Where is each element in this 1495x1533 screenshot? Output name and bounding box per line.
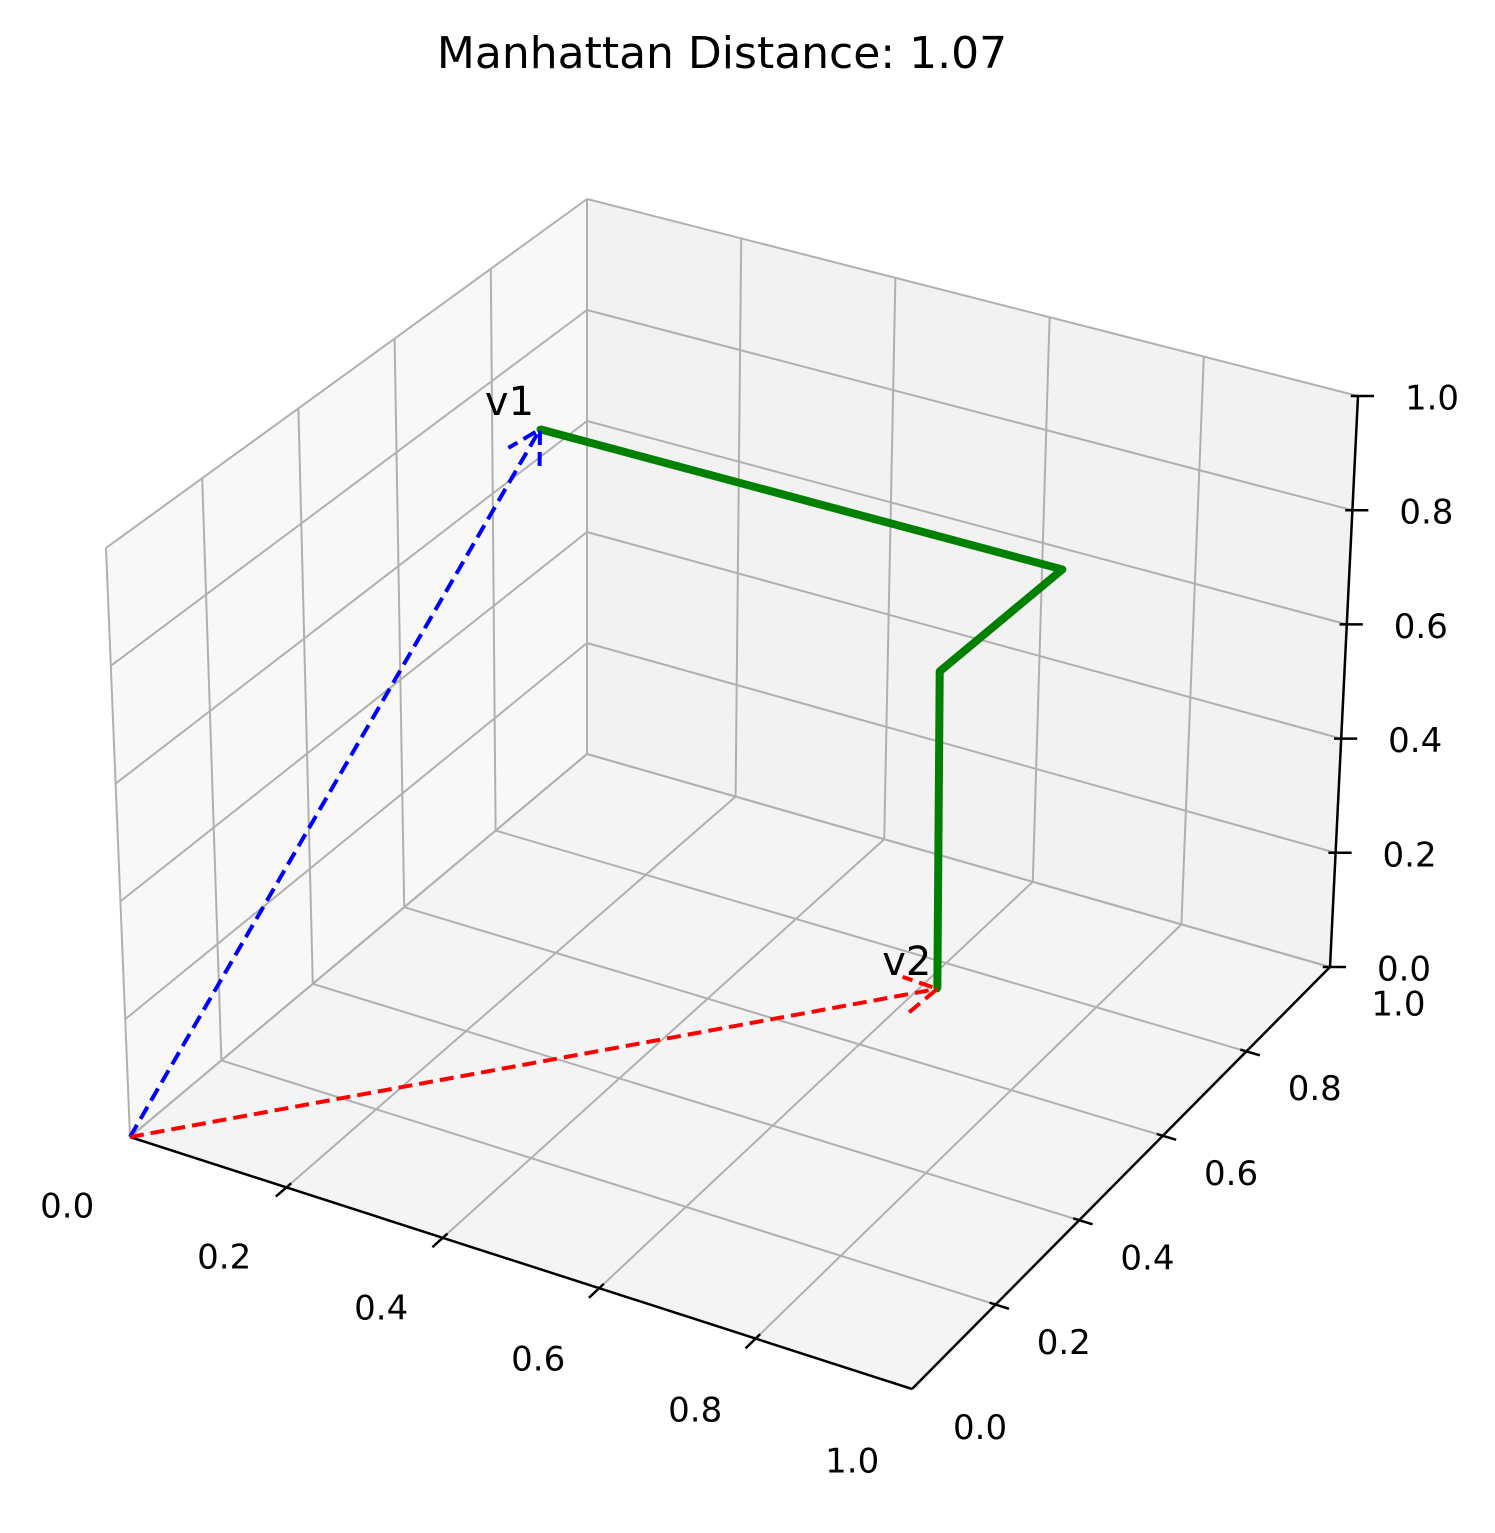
grid-floor-y (221, 1059, 996, 1306)
back-pane (587, 199, 1358, 967)
tick-mark (744, 1333, 761, 1350)
grid-floor-y (312, 982, 1080, 1222)
left-pane (106, 199, 587, 1137)
grid-floor-y (403, 906, 1164, 1137)
grid-floor-x (754, 923, 1183, 1340)
grid-left-y (489, 268, 497, 831)
y-tick-label: 0.6 (1204, 1154, 1258, 1194)
y-axis-line (911, 966, 1331, 1390)
gridlines (105, 198, 1359, 1390)
v1-vector-line (128, 428, 542, 1139)
tick-labels: 0.0 0.0 0.0 0.2 0.2 0.2 0.4 0.4 0.4 0.6 0.6 0.6 0.8 0… (40, 379, 1459, 1482)
x-tick-label: 0.6 (511, 1340, 565, 1380)
z-tick-label: 0.8 (1399, 493, 1453, 533)
grid-back-x (734, 238, 743, 797)
y-tick-label: 0.2 (1037, 1323, 1091, 1363)
tick-mark (588, 1282, 605, 1299)
axis-panes (106, 199, 1358, 1389)
grid-left-z (129, 753, 588, 1138)
grid-left-y (105, 547, 131, 1138)
grid-back-x (1180, 356, 1205, 925)
z-tick-label: 0.4 (1388, 721, 1442, 761)
x-tick-label: 1.0 (825, 1442, 879, 1482)
manhattan-path (538, 425, 1067, 989)
tick-mark (431, 1232, 449, 1249)
x-tick-label: 0.8 (668, 1391, 722, 1431)
grid-left-y (393, 338, 406, 908)
grid-back-z (586, 642, 1336, 854)
tick-mark (275, 1182, 292, 1198)
y-tick-label: 0.4 (1120, 1238, 1174, 1278)
floor-pane (130, 754, 1330, 1389)
plot-series: v1 v2 (128, 379, 1067, 1139)
x-tick-label: 0.0 (40, 1186, 94, 1226)
v2-vector-line (129, 986, 938, 1139)
grid-left-z (124, 642, 588, 1020)
grid-left-z (119, 531, 588, 903)
grid-back-x (883, 277, 897, 840)
manhattan-path-vertex (1058, 565, 1066, 573)
y-tick-label: 0.0 (953, 1408, 1007, 1448)
z-tick-label: 0.2 (1383, 835, 1437, 875)
manhattan-path-vertex (936, 667, 944, 675)
grid-left-z (110, 309, 588, 667)
grid-left-y (201, 478, 223, 1061)
z-tick-label: 0.0 (1377, 950, 1431, 990)
grid-floor-x (285, 795, 737, 1189)
grid-floor-y (586, 753, 1331, 968)
tick-mark (1240, 1048, 1261, 1057)
grid-floor-x (442, 838, 885, 1239)
x-tick-label: 0.2 (197, 1237, 251, 1277)
chart-title: Manhattan Distance: 1.07 (437, 28, 1007, 79)
x-tick-label: 0.4 (354, 1288, 408, 1328)
axis-lines (129, 394, 1374, 1391)
grid-left-z (105, 198, 588, 549)
grid-floor-y (495, 829, 1247, 1053)
grid-back-x (1031, 317, 1051, 882)
tick-mark (1156, 1132, 1177, 1142)
grid-back-z (586, 531, 1342, 740)
y-tick-label: 0.8 (1288, 1069, 1342, 1109)
grid-back-z (586, 309, 1353, 512)
x-axis-line (129, 1135, 913, 1391)
v1-label: v1 (485, 379, 534, 425)
tick-mark (989, 1301, 1010, 1311)
v1-arrowhead (507, 425, 543, 466)
grid-left-y (297, 408, 314, 984)
grid-back-z (586, 420, 1348, 626)
tick-mark (1072, 1217, 1093, 1226)
z-tick-label: 0.6 (1394, 607, 1448, 647)
grid-back-z (586, 198, 1359, 397)
v2-arrowhead (901, 975, 942, 1014)
grid-floor-x (598, 881, 1034, 1289)
y-tick-label: 1.0 (1371, 985, 1425, 1025)
z-axis-line (1328, 395, 1360, 968)
z-tick-label: 1.0 (1405, 379, 1459, 419)
v2-label: v2 (882, 939, 931, 985)
